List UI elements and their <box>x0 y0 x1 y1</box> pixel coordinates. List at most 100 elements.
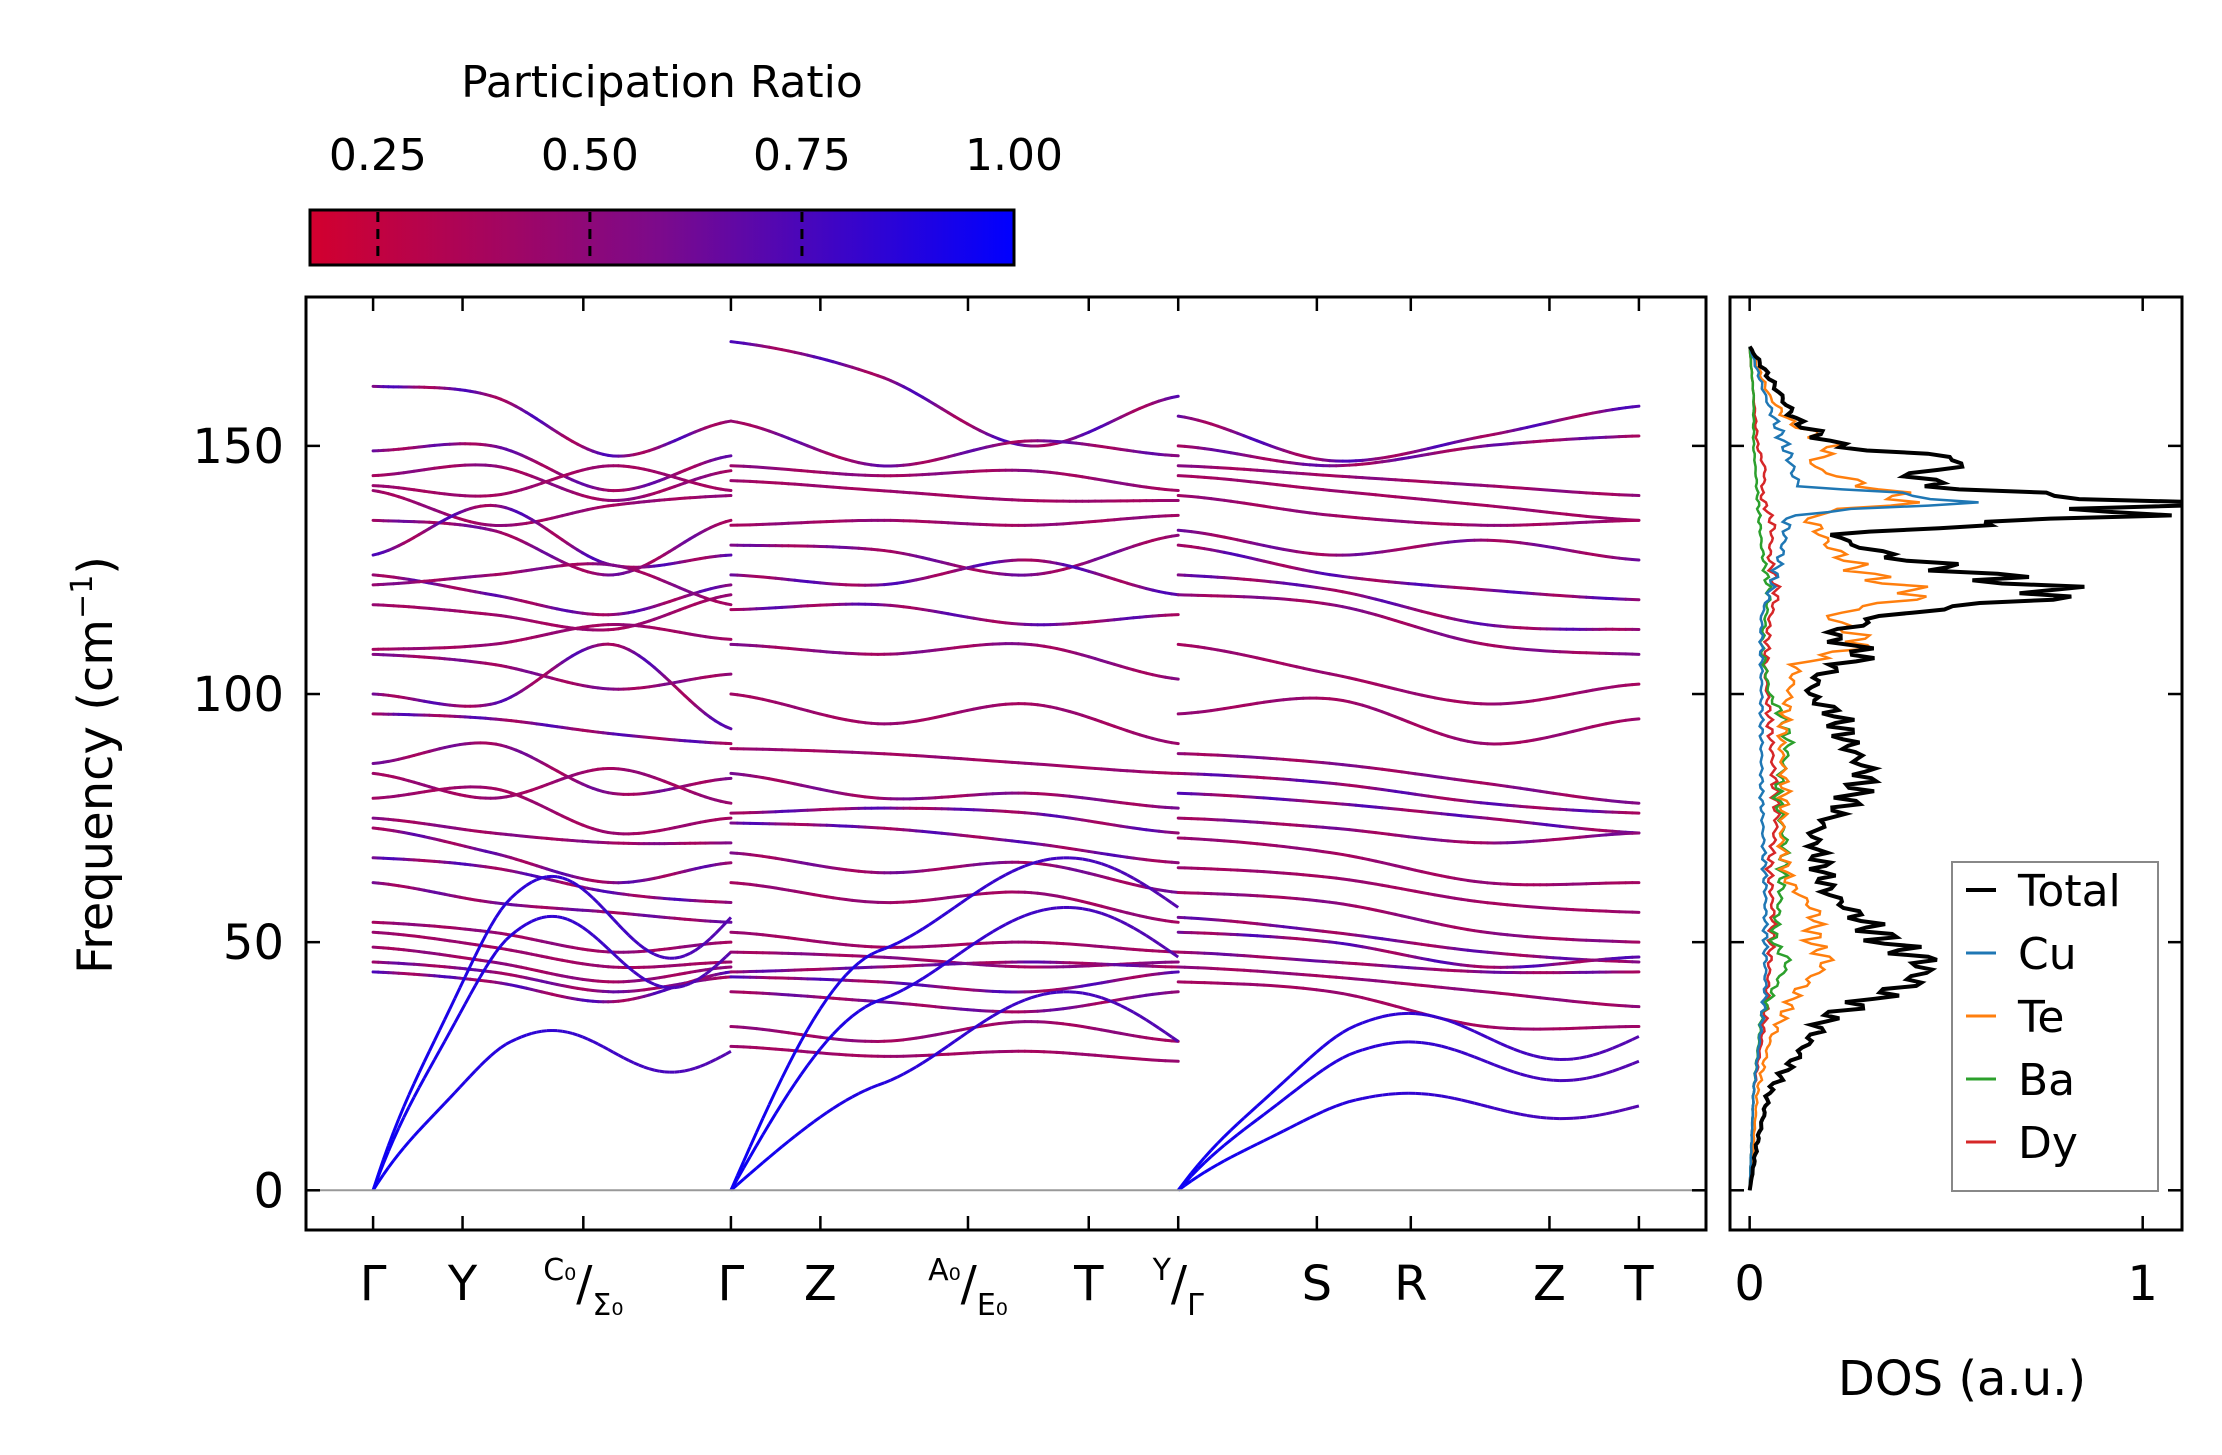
colorbar-tick-label: 0.50 <box>541 130 639 181</box>
optical-band <box>1176 891 1641 944</box>
optical-band <box>371 856 733 904</box>
legend-label-cu: Cu <box>2018 929 2077 980</box>
optical-band <box>729 950 1180 969</box>
optical-band <box>371 464 733 498</box>
colorbar-tick-label: 0.25 <box>329 130 427 181</box>
optical-band <box>1176 866 1641 914</box>
optical-band <box>729 930 1180 954</box>
optical-band <box>729 960 1180 974</box>
optical-band <box>371 785 733 836</box>
optical-band <box>371 384 733 458</box>
dos-lines <box>1747 345 2182 1191</box>
optical-band <box>1176 791 1641 835</box>
dos-legend: Total Cu Te Ba Dy <box>1951 861 2159 1192</box>
optical-band <box>729 464 1180 493</box>
acoustic-band <box>1177 1040 1640 1192</box>
colorbar-title: Participation Ratio <box>461 57 863 108</box>
optical-band <box>1176 642 1641 706</box>
optical-band <box>1176 771 1641 815</box>
optical-band <box>1176 434 1641 468</box>
optical-band <box>729 642 1180 681</box>
optical-band <box>729 970 1180 994</box>
k-tick-label: T <box>1073 1256 1104 1312</box>
k-tick-label: T <box>1623 1256 1654 1312</box>
optical-band <box>371 826 733 885</box>
dos-axis-label: DOS (a.u.) <box>1838 1351 2086 1407</box>
acoustic-band <box>371 1028 732 1192</box>
dos-line-te <box>1748 346 1929 1191</box>
band-structure-panel: 0 50 100 150 Γ Y C₀/Σ₀ Γ Z A₀/E₀ T Y/Γ S R Z T Frequen… <box>65 295 1708 1323</box>
band-axes-frame <box>304 295 1708 1232</box>
optical-band <box>371 489 733 528</box>
optical-band <box>371 642 733 731</box>
acoustic-band <box>1177 1011 1640 1192</box>
optical-band <box>371 652 733 691</box>
optical-band <box>729 479 1180 503</box>
optical-band <box>371 816 733 846</box>
k-tick-label: Γ <box>718 1256 745 1312</box>
optical-band <box>729 340 1180 448</box>
acoustic-band <box>729 856 1180 1191</box>
optical-band <box>729 513 1180 527</box>
optical-band <box>729 533 1180 577</box>
dos-line-total <box>1747 345 2182 1191</box>
optical-band <box>1176 752 1641 805</box>
y-tick-label: 50 <box>223 915 284 971</box>
optical-band <box>729 692 1180 746</box>
optical-band <box>371 930 733 970</box>
optical-band <box>1176 404 1641 463</box>
optical-band <box>1176 816 1641 845</box>
band-segment-2 <box>1176 404 1641 1192</box>
optical-band <box>1176 915 1641 964</box>
y-axis-ticks: 0 50 100 150 <box>192 419 1706 1219</box>
optical-band <box>1176 950 1641 975</box>
dos-line-dy <box>1748 346 1783 1191</box>
optical-band <box>1176 543 1641 602</box>
legend-label-te: Te <box>2017 992 2064 1043</box>
y-tick-label: 0 <box>253 1163 284 1219</box>
k-tick-label-split: C₀/Σ₀ <box>543 1253 623 1323</box>
optical-band <box>371 945 733 984</box>
colorbar-gradient <box>308 208 1016 267</box>
legend-label-dy: Dy <box>2018 1118 2078 1169</box>
optical-band <box>729 602 1180 627</box>
k-tick-label-split: Y/Γ <box>1152 1253 1205 1323</box>
y-tick-label: 150 <box>192 419 284 475</box>
y-axis-label: Frequency (cm−1) <box>65 556 124 974</box>
legend-box <box>1951 861 2159 1192</box>
acoustic-band <box>371 914 732 1191</box>
band-lines <box>371 340 1641 1192</box>
dos-x-tick-label: 1 <box>2127 1256 2158 1312</box>
optical-band <box>729 821 1180 865</box>
k-tick-label: Z <box>804 1256 837 1312</box>
k-tick-label: R <box>1394 1256 1427 1312</box>
legend-label-total: Total <box>2017 866 2121 917</box>
band-segment-0 <box>371 384 733 1192</box>
optical-band <box>729 419 1180 468</box>
dos-axes-frame <box>1728 295 2184 1232</box>
optical-band <box>371 573 733 617</box>
optical-band <box>1176 965 1641 1009</box>
acoustic-band <box>729 990 1180 1192</box>
k-tick-label: S <box>1302 1256 1332 1312</box>
optical-band <box>371 562 733 607</box>
optical-band <box>371 741 733 796</box>
optical-band <box>729 747 1180 775</box>
colorbar-tick-label: 0.75 <box>753 130 851 181</box>
colorbar: Participation Ratio 0.25 0.50 0.75 1.00 <box>308 57 1063 267</box>
optical-band <box>1176 573 1641 632</box>
band-segment-1 <box>729 340 1180 1192</box>
optical-band <box>1176 696 1641 746</box>
k-tick-label: Y <box>447 1256 478 1312</box>
optical-band <box>729 1020 1180 1043</box>
optical-band <box>1176 494 1641 527</box>
acoustic-band <box>1177 1091 1640 1192</box>
y-tick-label: 100 <box>192 667 284 723</box>
optical-band <box>371 463 733 502</box>
optical-band <box>729 1044 1180 1063</box>
dos-x-tick-label: 0 <box>1734 1256 1765 1312</box>
optical-band <box>1176 836 1641 887</box>
